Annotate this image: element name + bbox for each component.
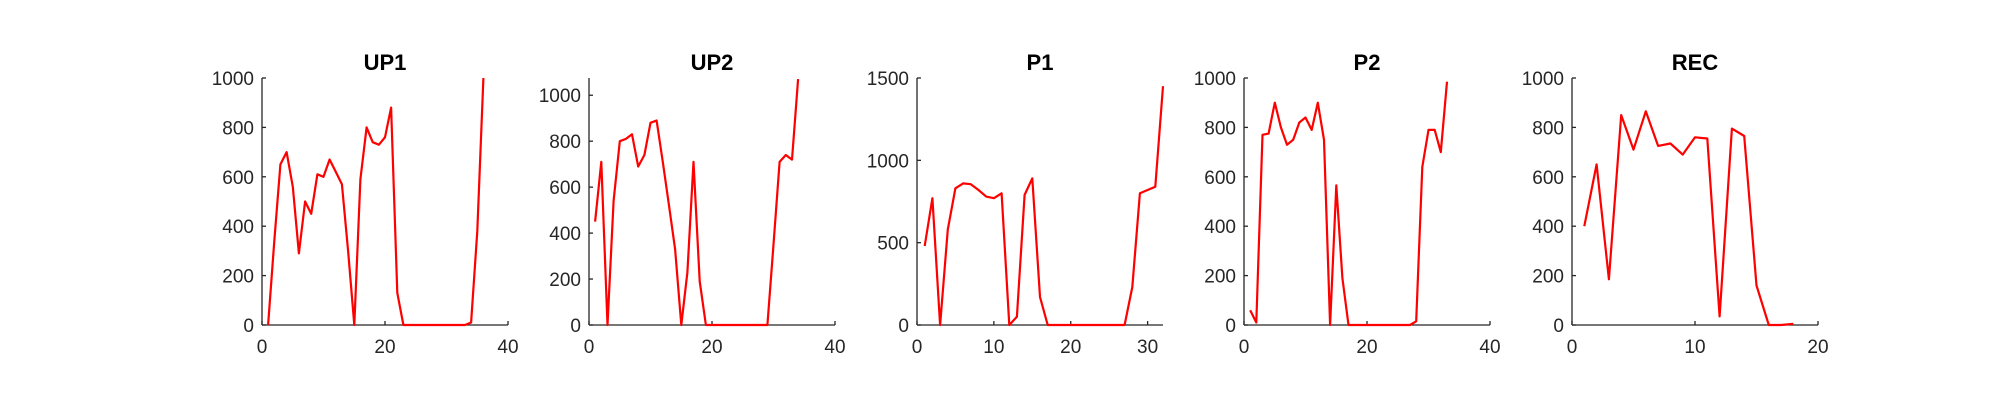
chart-title: UP2 bbox=[691, 50, 734, 75]
series-line-rec bbox=[1583, 110, 1794, 327]
x-tick-label: 10 bbox=[1684, 337, 1705, 358]
y-tick-label: 0 bbox=[898, 316, 909, 337]
chart-title: P2 bbox=[1354, 50, 1381, 75]
y-tick-label: 200 bbox=[222, 267, 254, 288]
y-tick-label: 0 bbox=[1225, 316, 1236, 337]
y-tick-label: 1000 bbox=[1522, 69, 1564, 90]
y-tick-label: 600 bbox=[222, 168, 254, 189]
y-tick-label: 0 bbox=[243, 316, 254, 337]
y-tick-label: 600 bbox=[1532, 168, 1564, 189]
x-tick-label: 40 bbox=[497, 337, 518, 358]
y-tick-label: 600 bbox=[549, 178, 581, 199]
y-tick-label: 1000 bbox=[212, 69, 254, 90]
y-tick-label: 800 bbox=[549, 132, 581, 153]
x-tick-label: 20 bbox=[1060, 337, 1081, 358]
series-line-p2 bbox=[1249, 81, 1449, 327]
chart-panel-p2: P2 0 200 400 600 800 1000 0 20 40 bbox=[1194, 50, 1501, 358]
y-tick-label: 200 bbox=[1532, 267, 1564, 288]
chart-panel-up1: UP1 0 200 400 600 800 1000 0 20 40 bbox=[212, 50, 519, 358]
y-tick-label: 1000 bbox=[1194, 69, 1236, 90]
series-line-up2 bbox=[594, 79, 800, 327]
series-line-p1 bbox=[923, 86, 1165, 327]
x-tick-label: 20 bbox=[701, 337, 722, 358]
chart-panel-up2: UP2 0 200 400 600 800 1000 0 20 40 bbox=[539, 50, 846, 358]
x-tick-label: 10 bbox=[983, 337, 1004, 358]
y-tick-label: 0 bbox=[570, 316, 581, 337]
x-tick-label: 0 bbox=[1239, 337, 1250, 358]
y-tick-label: 400 bbox=[1532, 217, 1564, 238]
x-tick-label: 20 bbox=[374, 337, 395, 358]
x-tick-label: 0 bbox=[1567, 337, 1578, 358]
y-tick-label: 200 bbox=[549, 270, 581, 291]
y-tick-label: 0 bbox=[1553, 316, 1564, 337]
x-tick-label: 30 bbox=[1137, 337, 1158, 358]
y-tick-label: 1000 bbox=[539, 86, 581, 107]
y-tick-label: 500 bbox=[877, 234, 909, 255]
x-tick-label: 40 bbox=[824, 337, 845, 358]
y-tick-label: 800 bbox=[1204, 118, 1236, 139]
x-tick-label: 0 bbox=[584, 337, 595, 358]
y-tick-label: 600 bbox=[1204, 168, 1236, 189]
chart-panel-rec: REC 0 200 400 600 800 1000 0 10 20 bbox=[1522, 50, 1829, 358]
y-tick-label: 400 bbox=[222, 217, 254, 238]
y-tick-label: 200 bbox=[1204, 267, 1236, 288]
y-tick-label: 400 bbox=[1204, 217, 1236, 238]
x-tick-label: 0 bbox=[912, 337, 923, 358]
y-tick-label: 400 bbox=[549, 224, 581, 245]
series-line-up1 bbox=[267, 77, 485, 327]
y-tick-label: 800 bbox=[1532, 118, 1564, 139]
y-tick-label: 1500 bbox=[867, 69, 909, 90]
chart-panel-p1: P1 0 500 1000 1500 0 10 20 30 bbox=[867, 50, 1165, 358]
chart-title: UP1 bbox=[364, 50, 407, 75]
chart-title: REC bbox=[1672, 50, 1719, 75]
x-tick-label: 20 bbox=[1807, 337, 1828, 358]
chart-title: P1 bbox=[1027, 50, 1054, 75]
y-tick-label: 800 bbox=[222, 118, 254, 139]
x-tick-label: 40 bbox=[1479, 337, 1500, 358]
x-tick-label: 0 bbox=[257, 337, 268, 358]
y-tick-label: 1000 bbox=[867, 151, 909, 172]
x-tick-label: 20 bbox=[1356, 337, 1377, 358]
